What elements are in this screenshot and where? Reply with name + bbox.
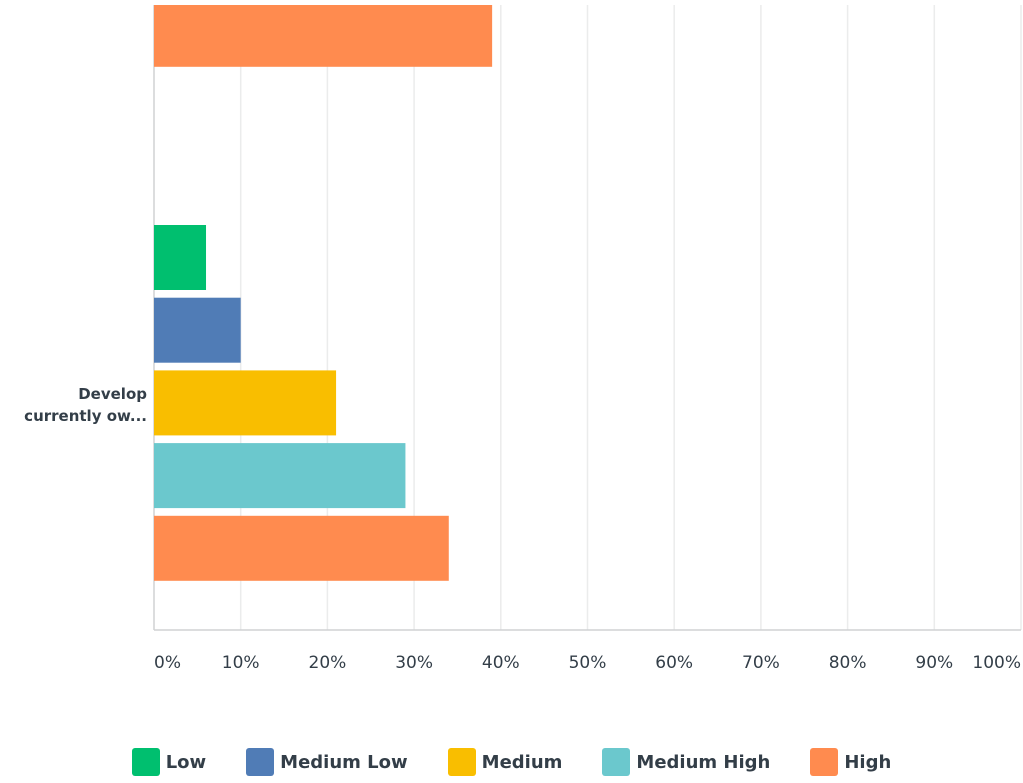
x-tick-label: 30% xyxy=(395,653,433,673)
bar-medium-low[interactable] xyxy=(154,297,241,363)
legend-label: Medium Low xyxy=(280,751,408,773)
category-label: Develop currently ow... xyxy=(24,385,147,425)
x-tick-label: 40% xyxy=(482,653,520,673)
legend-item: Medium High xyxy=(602,748,770,776)
bar-high[interactable] xyxy=(154,5,493,67)
bar-medium[interactable] xyxy=(154,370,337,436)
x-tick-label: 50% xyxy=(569,653,607,673)
x-tick-label: 100% xyxy=(972,653,1021,673)
legend-label: Medium xyxy=(481,751,563,773)
x-tick-label: 20% xyxy=(309,653,347,673)
legend-label: High xyxy=(844,751,892,773)
x-tick-label: 80% xyxy=(829,653,867,673)
legend-swatch xyxy=(810,748,839,776)
x-tick-label: 10% xyxy=(222,653,260,673)
legend-item: Medium xyxy=(447,748,563,776)
legend-swatch xyxy=(246,748,275,776)
chart: 0% 10% 20% 30% 40% 50% 60% 70% 80% 90% 100% Develo… xyxy=(24,5,1022,673)
bar-medium-high[interactable] xyxy=(154,443,406,509)
legend: Low Medium Low Medium Medium High High xyxy=(0,748,1023,776)
legend-item: Medium Low xyxy=(246,748,408,776)
legend-swatch xyxy=(131,748,160,776)
legend-swatch xyxy=(602,748,631,776)
bar-high[interactable] xyxy=(154,515,449,581)
legend-label: Low xyxy=(165,751,207,773)
x-tick-label: 90% xyxy=(915,653,953,673)
x-tick-label: 70% xyxy=(742,653,780,673)
gridlines xyxy=(153,5,1022,631)
x-tick-label: 60% xyxy=(655,653,693,673)
legend-item: High xyxy=(810,748,891,776)
x-axis-ticks: 0% 10% 20% 30% 40% 50% 60% 70% 80% 90% 100% xyxy=(154,653,1021,673)
x-tick-label: 0% xyxy=(154,653,181,673)
legend-label: Medium High xyxy=(636,751,771,773)
legend-swatch xyxy=(447,748,476,776)
bars xyxy=(154,5,493,581)
legend-item: Low xyxy=(131,748,207,776)
bar-low[interactable] xyxy=(154,225,207,290)
category-labels: Develop currently ow... xyxy=(24,385,147,425)
